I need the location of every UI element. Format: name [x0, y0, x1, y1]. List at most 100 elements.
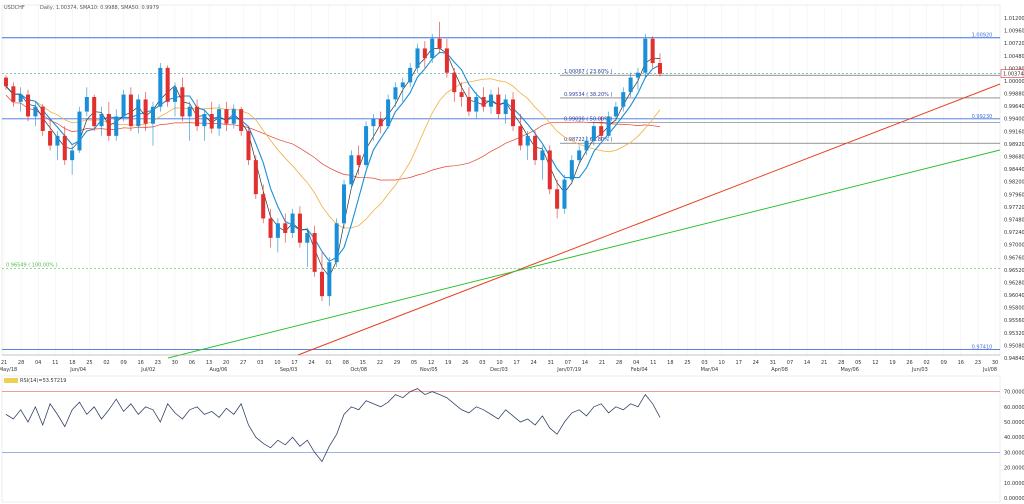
candle-body — [400, 82, 405, 88]
candle — [26, 89, 31, 122]
candle-body — [650, 38, 655, 63]
candle-body — [555, 189, 560, 209]
x-tick-label: 28 — [616, 360, 622, 366]
candle-body — [628, 77, 633, 93]
candle — [569, 155, 574, 185]
candle-body — [261, 194, 266, 219]
price-tick-label: 1.00000 — [1004, 79, 1024, 85]
candle — [430, 33, 435, 63]
fib-label: 1.00067 ( 23.60% ) — [564, 69, 612, 75]
fib-label: 0.99090 ( 50.00% ) — [564, 116, 612, 122]
candle — [533, 131, 538, 165]
x-tick-label: 22 — [377, 360, 383, 366]
x-tick-label: 10 — [718, 360, 724, 366]
candle-body — [488, 94, 494, 107]
candle-body — [180, 87, 185, 117]
candle — [253, 155, 258, 199]
candle — [180, 77, 185, 122]
rsi-tick-label: 40.00000 — [1004, 435, 1024, 441]
price-tick-label: 0.95560 — [1004, 318, 1024, 324]
candle-body — [533, 135, 538, 161]
candle — [33, 101, 38, 127]
candle — [224, 101, 229, 131]
x-tick-label: 17 — [291, 360, 297, 366]
candle-body — [106, 114, 111, 136]
candle-body — [452, 72, 457, 93]
x-tick-label: 25 — [684, 360, 690, 366]
candle — [628, 72, 633, 97]
candle-body — [386, 99, 391, 127]
price-tick-label: 0.98440 — [1004, 167, 1024, 173]
candle-body — [268, 218, 273, 238]
x-tick-label: 07 — [565, 360, 571, 366]
candle — [496, 87, 501, 119]
candle-body — [466, 97, 471, 112]
candle — [459, 82, 464, 107]
x-tick-label: 06 — [189, 360, 195, 366]
candle-body — [70, 150, 75, 161]
candle — [584, 135, 589, 156]
candle-body — [40, 106, 45, 131]
candle — [84, 87, 89, 117]
month-label: Nov/05 — [420, 367, 438, 373]
candle-body — [319, 271, 324, 297]
candle — [62, 126, 67, 165]
candle-body — [393, 87, 398, 100]
x-tick-label: 21 — [821, 360, 827, 366]
candle — [187, 101, 192, 141]
candle-body — [349, 155, 354, 185]
x-tick-label: 25 — [86, 360, 92, 366]
candle — [106, 101, 111, 141]
candle-body — [342, 184, 347, 224]
x-tick-label: 27 — [240, 360, 246, 366]
candle — [371, 114, 376, 141]
candle-body — [327, 262, 332, 297]
candle-body — [275, 223, 280, 238]
candle — [3, 75, 9, 90]
candle — [466, 87, 471, 117]
candle — [128, 87, 133, 131]
fib-label: 0.96549 ( 100.00% ) — [6, 262, 58, 268]
candle-body — [158, 67, 163, 107]
fib-label: 0.99534 ( 38.20% ) — [564, 92, 612, 98]
price-panel: 1.00920 0.99230 0.97410 1.00067 ( 23.60% )… — [1, 4, 1024, 362]
candle — [209, 101, 214, 134]
candle — [540, 145, 545, 180]
x-tick-label: 04 — [35, 360, 41, 366]
x-tick-label: 05 — [411, 360, 417, 366]
x-tick-label: 11 — [52, 360, 58, 366]
candle — [70, 145, 75, 175]
month-label: Sep/03 — [280, 367, 297, 373]
x-tick-label: 02 — [103, 360, 109, 366]
candle-body — [172, 87, 178, 102]
candle — [474, 92, 479, 119]
candle-body — [599, 126, 604, 136]
vertical-grid — [3, 5, 996, 355]
price-tick-label: 0.95320 — [1004, 331, 1024, 337]
price-tick-label: 1.00720 — [1004, 41, 1024, 47]
chart-meta: Daily, 1.00374, SMA10: 0.9988, SMA50: 0.… — [40, 5, 159, 11]
x-tick-label: 14 — [804, 360, 810, 366]
x-tick-label: 01 — [325, 360, 331, 366]
rsi-tick-label: 50.00000 — [1004, 420, 1024, 426]
month-label: Apr/08 — [771, 367, 788, 373]
candle — [77, 106, 82, 153]
price-tick-label: 0.97720 — [1004, 205, 1024, 211]
price-tick-label: 0.99400 — [1004, 117, 1024, 123]
candle — [239, 106, 244, 136]
candle-body — [606, 116, 611, 136]
candle — [290, 208, 295, 238]
candle-body — [297, 213, 302, 243]
candle-body — [584, 140, 589, 151]
candle — [364, 121, 369, 168]
trend-lines — [167, 83, 1001, 359]
candle — [246, 126, 251, 165]
candle-body — [422, 48, 427, 59]
price-tick-label: 0.96040 — [1004, 293, 1024, 299]
rsi-line — [5, 388, 661, 463]
candle-body — [657, 63, 663, 74]
month-label: Aug/06 — [210, 367, 228, 373]
candle — [488, 89, 494, 114]
candle-body — [283, 223, 288, 233]
rsi-swatch — [4, 378, 18, 383]
